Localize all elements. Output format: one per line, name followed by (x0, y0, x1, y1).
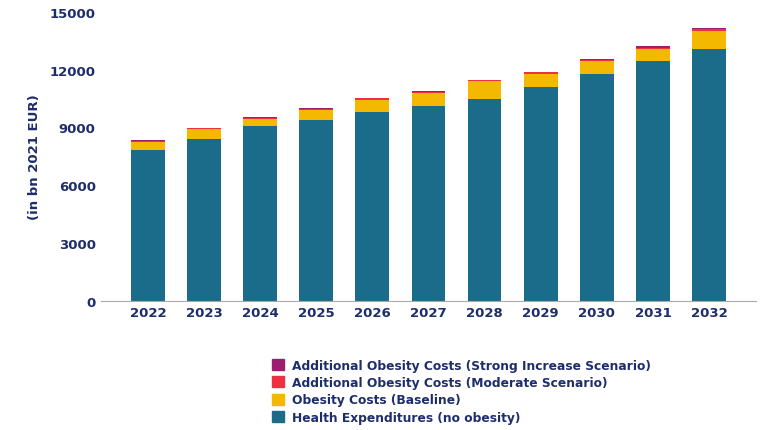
Y-axis label: (in bn 2021 EUR): (in bn 2021 EUR) (28, 94, 41, 220)
Bar (467, 99, 502, 301)
Bar (299, 109, 333, 110)
Bar (355, 100, 390, 113)
Bar (636, 49, 670, 50)
Bar (243, 118, 277, 120)
Bar (636, 47, 670, 49)
Bar (187, 128, 220, 129)
Bar (580, 61, 614, 62)
Bar (467, 81, 502, 82)
Bar (636, 62, 670, 301)
Bar (411, 94, 446, 107)
Bar (243, 120, 277, 127)
Bar (411, 107, 446, 301)
Bar (131, 142, 164, 150)
Bar (523, 73, 558, 74)
Bar (693, 30, 726, 32)
Bar (131, 150, 164, 301)
Bar (187, 129, 220, 130)
Bar (580, 62, 614, 75)
Bar (187, 130, 220, 140)
Bar (411, 92, 446, 94)
Bar (355, 98, 390, 99)
Bar (467, 82, 502, 99)
Bar (243, 127, 277, 301)
Bar (467, 80, 502, 81)
Bar (523, 88, 558, 301)
Bar (580, 75, 614, 301)
Bar (299, 110, 333, 111)
Bar (355, 99, 390, 100)
Bar (523, 74, 558, 88)
Legend: Additional Obesity Costs (Strong Increase Scenario), Additional Obesity Costs (M: Additional Obesity Costs (Strong Increas… (272, 359, 650, 424)
Bar (187, 140, 220, 301)
Bar (693, 32, 726, 49)
Bar (131, 141, 164, 142)
Bar (636, 50, 670, 62)
Bar (355, 113, 390, 301)
Bar (580, 60, 614, 61)
Bar (693, 29, 726, 30)
Bar (299, 111, 333, 120)
Bar (299, 120, 333, 301)
Bar (693, 49, 726, 301)
